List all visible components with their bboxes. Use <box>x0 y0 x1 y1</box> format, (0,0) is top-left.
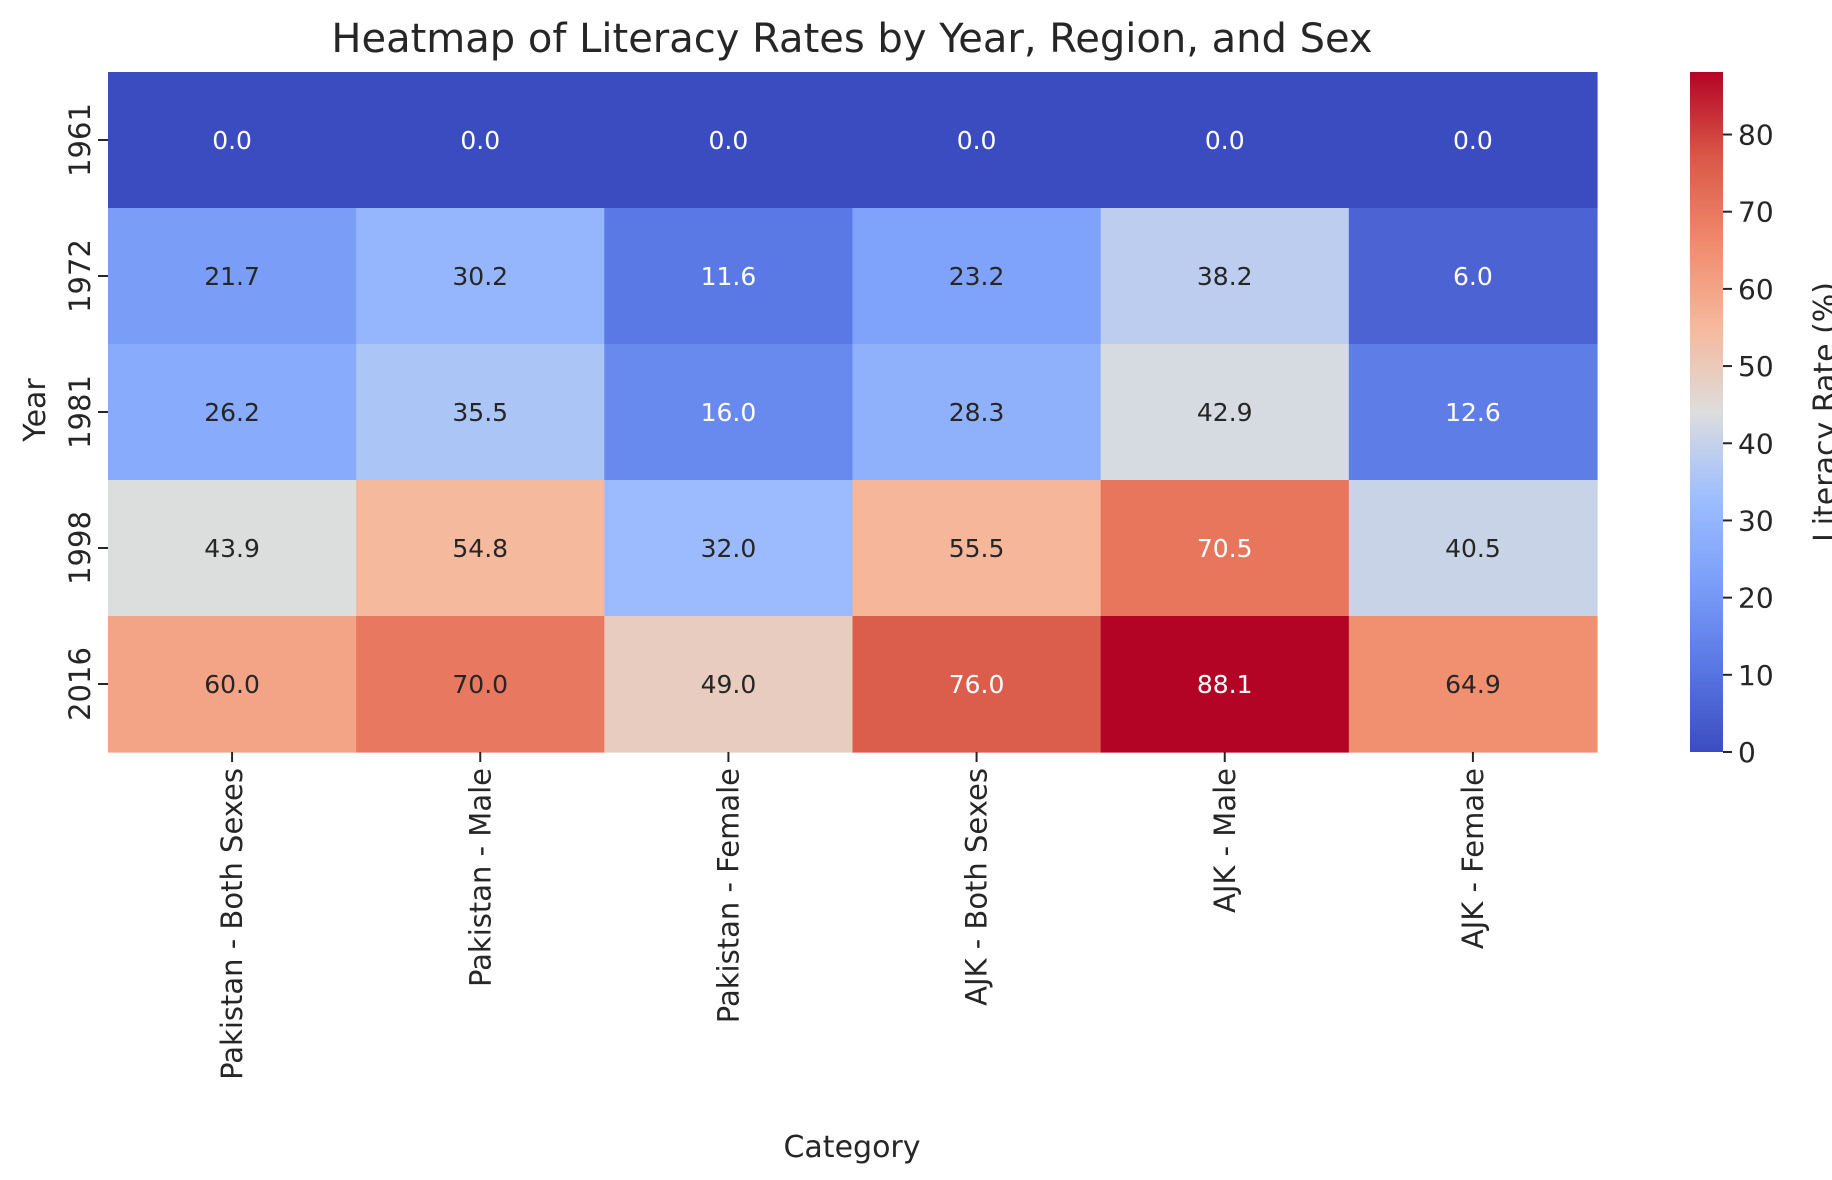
cell-value-label: 11.6 <box>701 262 757 291</box>
heatmap-cell <box>604 344 854 481</box>
x-tick-label: AJK - Female <box>1456 768 1490 949</box>
colorbar-tick-label: 20 <box>1738 582 1774 615</box>
heatmap-cell <box>108 616 357 753</box>
cell-value-label: 43.9 <box>204 534 260 563</box>
heatmap-cell <box>1348 208 1598 345</box>
heatmap-cell <box>852 208 1102 345</box>
x-tick-label: Pakistan - Female <box>711 768 745 1023</box>
heatmap-cell <box>852 616 1102 753</box>
cell-value-label: 30.2 <box>452 262 508 291</box>
heatmap-cell <box>604 616 854 753</box>
heatmap-cell <box>356 480 605 617</box>
cell-value-label: 38.2 <box>1197 262 1253 291</box>
heatmap-cell <box>1348 344 1598 481</box>
cell-value-label: 6.0 <box>1453 262 1493 291</box>
cell-value-label: 23.2 <box>949 262 1005 291</box>
cell-value-label: 28.3 <box>949 398 1005 427</box>
cell-value-label: 70.0 <box>452 670 508 699</box>
cell-value-label: 55.5 <box>949 534 1005 563</box>
cell-value-label: 16.0 <box>701 398 757 427</box>
y-tick-label: 1981 <box>63 375 97 449</box>
colorbar-tick-label: 80 <box>1738 119 1774 152</box>
heatmap-cell <box>108 208 357 345</box>
cell-value-label: 0.0 <box>1205 126 1245 155</box>
y-tick-label: 1972 <box>63 239 97 313</box>
colorbar-tick-label: 50 <box>1738 350 1774 383</box>
cell-value-label: 60.0 <box>204 670 260 699</box>
chart-title: Heatmap of Literacy Rates by Year, Regio… <box>331 16 1372 62</box>
heatmap-cell <box>1348 480 1598 617</box>
cell-value-label: 26.2 <box>204 398 260 427</box>
cell-value-label: 0.0 <box>957 126 997 155</box>
cell-value-label: 76.0 <box>949 670 1005 699</box>
colorbar-tick-label: 30 <box>1738 504 1774 537</box>
colorbar-ticks: 0 10 20 30 40 50 60 70 80 <box>1723 119 1774 769</box>
cell-value-label: 64.9 <box>1445 670 1501 699</box>
cell-value-label: 40.5 <box>1445 534 1501 563</box>
heatmap-cell <box>852 344 1102 481</box>
heatmap-cell <box>852 480 1102 617</box>
heatmap-cell <box>1348 72 1598 209</box>
cell-value-label: 0.0 <box>460 126 500 155</box>
colorbar-tick-label: 40 <box>1738 427 1774 460</box>
cell-value-label: 32.0 <box>701 534 757 563</box>
y-tick-label: 1961 <box>63 103 97 177</box>
heatmap-cell <box>604 208 854 345</box>
x-tick-label: Pakistan - Both Sexes <box>215 768 249 1080</box>
y-axis-label: Year <box>18 378 53 443</box>
y-tick-label: 1998 <box>63 511 97 585</box>
cell-value-label: 35.5 <box>452 398 508 427</box>
x-tick-label: Pakistan - Male <box>463 768 497 987</box>
heatmap-cell <box>356 208 605 345</box>
x-axis-label: Category <box>783 1130 920 1165</box>
heatmap-cell <box>108 480 357 617</box>
colorbar <box>1690 72 1723 752</box>
cell-value-label: 88.1 <box>1197 670 1253 699</box>
cell-value-label: 54.8 <box>452 534 508 563</box>
cell-value-label: 0.0 <box>212 126 252 155</box>
heatmap-cell <box>108 72 357 209</box>
cell-value-label: 70.5 <box>1197 534 1253 563</box>
colorbar-tick-label: 0 <box>1738 736 1756 769</box>
heatmap-cell <box>1100 72 1350 209</box>
heatmap-cell <box>1100 344 1350 481</box>
cell-value-label: 21.7 <box>204 262 260 291</box>
heatmap-cell <box>108 344 357 481</box>
x-tick-label: AJK - Both Sexes <box>960 768 994 1006</box>
x-tick-label: AJK - Male <box>1208 768 1242 913</box>
heatmap-cell <box>604 72 854 209</box>
heatmap-cell <box>356 72 605 209</box>
cell-value-label: 12.6 <box>1445 398 1501 427</box>
cell-value-label: 0.0 <box>1453 126 1493 155</box>
heatmap-cell <box>852 72 1102 209</box>
colorbar-tick-label: 10 <box>1738 659 1774 692</box>
colorbar-tick-label: 60 <box>1738 273 1774 306</box>
cell-value-label: 0.0 <box>709 126 749 155</box>
heatmap-cell <box>604 480 854 617</box>
heatmap-cell <box>356 616 605 753</box>
cell-value-label: 49.0 <box>701 670 757 699</box>
heatmap-cells <box>108 72 1598 753</box>
colorbar-label: Literacy Rate (%) <box>1808 282 1832 542</box>
x-axis-ticks: Pakistan - Both Sexes Pakistan - Male Paki… <box>215 752 1490 1080</box>
cell-value-label: 42.9 <box>1197 398 1253 427</box>
heatmap-cell <box>1100 208 1350 345</box>
y-axis-ticks: 1961 1972 1981 1998 2016 <box>63 103 108 721</box>
heatmap-cell <box>1100 616 1350 753</box>
heatmap-cell <box>356 344 605 481</box>
colorbar-tick-label: 70 <box>1738 196 1774 229</box>
heatmap-cell <box>1348 616 1598 753</box>
y-tick-label: 2016 <box>63 647 97 721</box>
heatmap-cell <box>1100 480 1350 617</box>
heatmap-cell-labels: 0.0 0.0 0.0 0.0 0.0 0.0 21.7 30.2 11.6 23.2 38.2 6.… <box>204 126 1501 699</box>
